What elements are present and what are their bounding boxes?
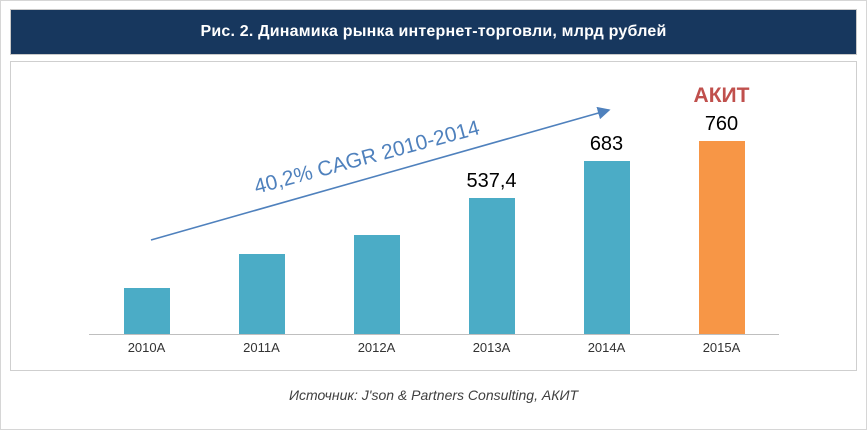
chart-area: 40,2% CAGR 2010-2014 537,4 683 АКИТ 760 201… — [10, 61, 857, 371]
x-label-2013A: 2013A — [472, 340, 511, 355]
value-label-2015A: 760 — [704, 113, 739, 135]
source-note: Источник: J'son & Partners Consulting, А… — [288, 387, 579, 403]
bar-column-2014A: 683 — [549, 134, 664, 334]
bar-2015A — [698, 141, 745, 334]
akit-label: АКИТ — [693, 84, 750, 107]
x-label-2015A: 2015A — [702, 340, 741, 355]
value-label-2014A: 683 — [589, 133, 624, 155]
x-label-2012A: 2012A — [357, 340, 396, 355]
bar-2010A — [123, 288, 170, 334]
bar-column-2015A: АКИТ 760 — [664, 85, 779, 334]
chart-title-bar: Рис. 2. Динамика рынка интернет-торговли… — [10, 9, 857, 55]
bar-column-2012A — [319, 235, 434, 334]
bar-column-2013A: 537,4 — [434, 171, 549, 334]
x-axis-labels: 2010A 2011A 2012A 2013A 2014A 2015A — [89, 340, 779, 355]
bar-2014A — [583, 161, 630, 334]
bar-2012A — [353, 235, 400, 334]
bar-column-2010A — [89, 288, 204, 334]
value-label-2013A: 537,4 — [466, 170, 517, 192]
bar-column-2011A — [204, 254, 319, 334]
x-label-2010A: 2010A — [127, 340, 166, 355]
x-label-2011A: 2011A — [243, 340, 280, 355]
bar-2011A — [238, 254, 285, 334]
bar-2013A — [468, 198, 515, 334]
chart-title: Рис. 2. Динамика рынка интернет-торговли… — [200, 23, 667, 40]
x-label-2014A: 2014A — [587, 340, 626, 355]
plot-area: 40,2% CAGR 2010-2014 537,4 683 АКИТ 760 — [89, 68, 779, 335]
